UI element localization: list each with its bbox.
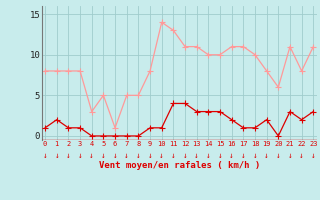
X-axis label: Vent moyen/en rafales ( km/h ): Vent moyen/en rafales ( km/h ): [99, 161, 260, 170]
Text: ↓: ↓: [148, 151, 152, 160]
Text: ↓: ↓: [113, 151, 117, 160]
Text: ↓: ↓: [194, 151, 199, 160]
Text: ↓: ↓: [124, 151, 129, 160]
Text: ↓: ↓: [253, 151, 257, 160]
Text: ↓: ↓: [183, 151, 187, 160]
Text: ↓: ↓: [159, 151, 164, 160]
Text: ↓: ↓: [136, 151, 141, 160]
Text: ↓: ↓: [89, 151, 94, 160]
Text: ↓: ↓: [311, 151, 316, 160]
Text: ↓: ↓: [218, 151, 222, 160]
Text: ↓: ↓: [101, 151, 106, 160]
Text: ↓: ↓: [78, 151, 82, 160]
Text: ↓: ↓: [229, 151, 234, 160]
Text: ↓: ↓: [299, 151, 304, 160]
Text: ↓: ↓: [43, 151, 47, 160]
Text: ↓: ↓: [66, 151, 71, 160]
Text: ↓: ↓: [288, 151, 292, 160]
Text: ↓: ↓: [241, 151, 246, 160]
Text: ↓: ↓: [276, 151, 281, 160]
Text: ↓: ↓: [206, 151, 211, 160]
Text: ↓: ↓: [264, 151, 269, 160]
Text: ↓: ↓: [171, 151, 176, 160]
Text: ↓: ↓: [54, 151, 59, 160]
